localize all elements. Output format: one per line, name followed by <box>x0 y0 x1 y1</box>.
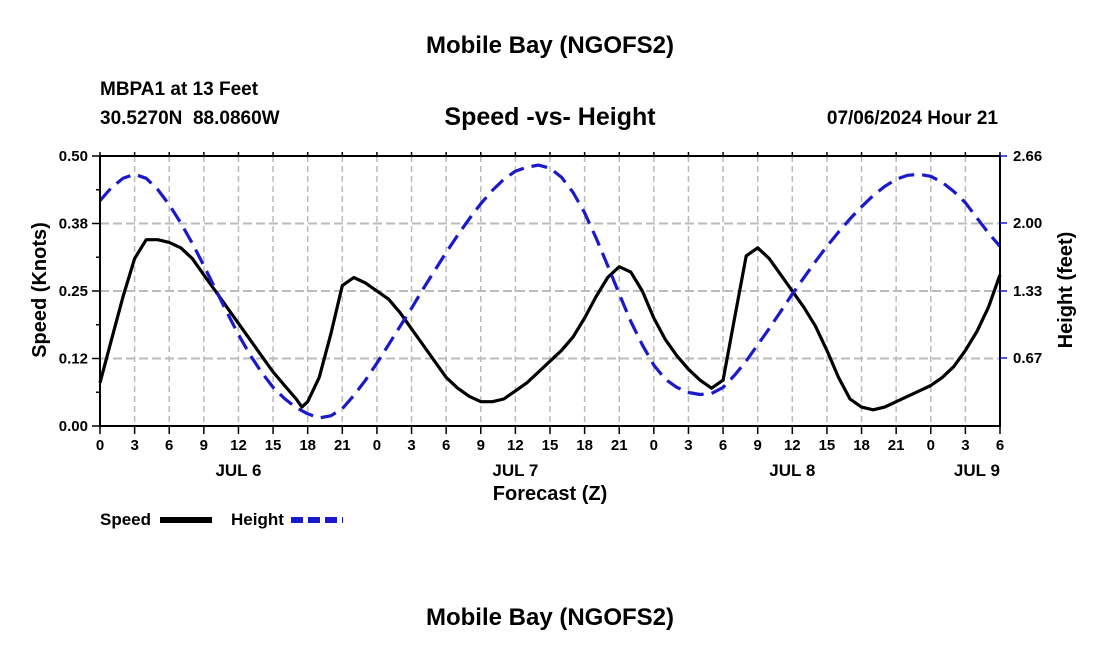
y-right-tick-label: 1.33 <box>1013 283 1042 300</box>
y-left-tick-label: 0.50 <box>59 148 88 165</box>
series-line-height <box>98 163 1002 420</box>
y-axis-left-label: Speed (Knots) <box>29 222 51 358</box>
x-tick-label: 9 <box>200 437 208 454</box>
series-line-speed <box>98 238 1002 412</box>
y-left-tick-label: 0.00 <box>59 418 88 435</box>
y-right-tick-label: 2.00 <box>1013 215 1042 232</box>
x-tick-label: 12 <box>230 437 247 454</box>
day-label: JUL 8 <box>769 461 815 480</box>
x-tick-label: 18 <box>299 437 316 454</box>
station-coordinates: 30.5270N 88.0860W <box>100 108 280 129</box>
x-tick-label: 6 <box>165 437 173 454</box>
day-label: JUL 9 <box>954 461 1000 480</box>
x-tick-label: 12 <box>507 437 524 454</box>
x-tick-label: 0 <box>373 437 381 454</box>
x-tick-label: 3 <box>130 437 138 454</box>
page-title: Mobile Bay (NGOFS2) <box>426 32 674 59</box>
x-tick-label: 15 <box>542 437 559 454</box>
day-label: JUL 6 <box>215 461 261 480</box>
legend: Speed Height <box>100 510 343 529</box>
x-tick-label: 9 <box>477 437 485 454</box>
x-tick-label: 18 <box>853 437 870 454</box>
x-tick-label: 0 <box>96 437 104 454</box>
x-tick-label: 3 <box>407 437 415 454</box>
series-layer <box>98 163 1002 420</box>
y-left-tick-label: 0.25 <box>59 283 88 300</box>
x-tick-label: 15 <box>819 437 836 454</box>
ticks-layer: 0 3 6 9 12 15 18 21 0 3 6 9 12 15 18 21 0 3 6 9 12 15 18 21 0 3 6 J… <box>59 148 1042 480</box>
forecast-datetime: 07/06/2024 Hour 21 <box>827 108 999 129</box>
x-tick-label: 3 <box>684 437 692 454</box>
x-axis-label: Forecast (Z) <box>493 483 607 505</box>
y-left-tick-label: 0.12 <box>59 351 88 368</box>
day-label: JUL 7 <box>492 461 538 480</box>
x-tick-label: 18 <box>576 437 593 454</box>
x-tick-label: 6 <box>442 437 450 454</box>
y-left-tick-label: 0.38 <box>59 216 88 233</box>
x-tick-label: 12 <box>784 437 801 454</box>
y-axis-right-label: Height (feet) <box>1055 232 1077 349</box>
grid-layer <box>100 155 1000 426</box>
x-tick-label: 6 <box>996 437 1004 454</box>
legend-label-height: Height <box>231 510 284 529</box>
x-tick-label: 15 <box>265 437 282 454</box>
footer-title: Mobile Bay (NGOFS2) <box>426 604 674 631</box>
x-tick-label: 21 <box>888 437 905 454</box>
x-tick-label: 0 <box>927 437 935 454</box>
x-tick-label: 21 <box>611 437 628 454</box>
chart-title: Speed -vs- Height <box>444 103 656 131</box>
y-right-tick-label: 0.67 <box>1013 350 1042 367</box>
x-tick-label: 9 <box>754 437 762 454</box>
x-tick-label: 3 <box>961 437 969 454</box>
x-tick-label: 21 <box>334 437 351 454</box>
legend-label-speed: Speed <box>100 510 151 529</box>
y-right-tick-label: 2.66 <box>1013 148 1042 165</box>
x-tick-label: 0 <box>650 437 658 454</box>
station-label: MBPA1 at 13 Feet <box>100 79 259 100</box>
x-tick-label: 6 <box>719 437 727 454</box>
